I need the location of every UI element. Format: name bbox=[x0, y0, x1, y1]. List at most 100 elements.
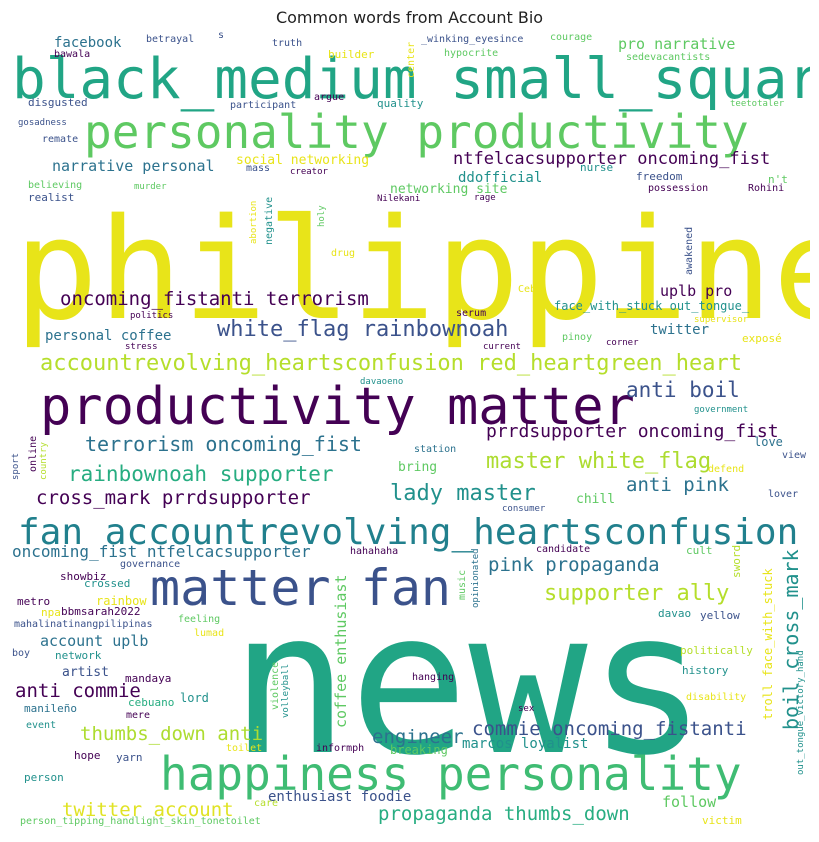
cloud-word: master white_flag bbox=[486, 449, 711, 474]
cloud-word: propaganda thumbs_down bbox=[378, 803, 630, 825]
cloud-word: music bbox=[457, 570, 468, 600]
cloud-word: possession bbox=[648, 183, 708, 194]
cloud-word: supervisor bbox=[694, 315, 749, 325]
cloud-word: happiness personality bbox=[160, 747, 742, 801]
cloud-word: breaking bbox=[390, 743, 448, 757]
cloud-word: hanging bbox=[412, 672, 454, 683]
cloud-word: black_medium small_square bbox=[12, 47, 810, 112]
cloud-word: network bbox=[55, 649, 102, 662]
cloud-word: social networking bbox=[236, 153, 369, 168]
cloud-word: fan accountrevolving_heartsconfusion bbox=[18, 512, 798, 553]
cloud-word: coffee enthusiast bbox=[332, 574, 350, 728]
cloud-word: anti pink bbox=[626, 474, 730, 496]
cloud-word: prrdsupporter oncoming_fist bbox=[486, 421, 779, 442]
cloud-word: governance bbox=[120, 559, 180, 570]
cloud-word: quality bbox=[377, 97, 424, 110]
cloud-word: crossed bbox=[84, 577, 130, 590]
cloud-word: teetotaler bbox=[730, 99, 785, 109]
cloud-word: Cebu bbox=[518, 284, 542, 295]
cloud-word: realist bbox=[28, 191, 74, 204]
cloud-word: rainbownoah supporter bbox=[68, 462, 334, 486]
cloud-word: holy bbox=[317, 205, 327, 227]
cloud-word: pro narrative bbox=[618, 35, 735, 53]
cloud-word: event bbox=[26, 720, 56, 731]
cloud-word: bring bbox=[398, 460, 437, 475]
cloud-word: cebuano bbox=[128, 696, 174, 709]
cloud-word: follow bbox=[662, 793, 717, 811]
cloud-word: yellow bbox=[700, 609, 740, 622]
cloud-word: murder bbox=[134, 182, 167, 192]
cloud-word: anti boil bbox=[626, 378, 740, 402]
cloud-word: personal coffee bbox=[45, 328, 171, 344]
cloud-word: cross_mark prrdsupporter bbox=[36, 487, 311, 509]
cloud-word: nurse bbox=[580, 161, 613, 174]
cloud-word: feeling bbox=[178, 614, 220, 625]
cloud-word: npa bbox=[41, 606, 61, 619]
cloud-word: sedevacantists bbox=[626, 52, 710, 63]
cloud-word: view bbox=[782, 450, 807, 461]
cloud-word: argue bbox=[314, 92, 344, 103]
cloud-word: thumbs_down anti bbox=[80, 723, 263, 745]
cloud-word: lord bbox=[180, 691, 209, 705]
cloud-word: stress bbox=[125, 342, 158, 352]
cloud-word: government bbox=[694, 405, 748, 415]
cloud-word: builder bbox=[328, 48, 375, 61]
cloud-word: showbiz bbox=[60, 570, 106, 583]
cloud-word: davaoeno bbox=[360, 377, 403, 387]
cloud-word: accountrevolving_heartsconfusion red_hea… bbox=[40, 351, 742, 376]
cloud-word: troll face_with_stuck bbox=[761, 568, 775, 720]
cloud-word: boy bbox=[12, 648, 30, 659]
cloud-word: creator bbox=[290, 167, 329, 177]
cloud-word: disgusted bbox=[28, 96, 88, 109]
cloud-word: narrative personal bbox=[52, 157, 215, 175]
cloud-word: Rohini bbox=[748, 183, 784, 194]
cloud-word: opinionated bbox=[471, 548, 481, 608]
cloud-word: engineer bbox=[372, 726, 464, 748]
cloud-word: davao bbox=[658, 607, 691, 620]
cloud-word: personality productivity bbox=[84, 105, 749, 159]
cloud-word: toilet bbox=[226, 743, 262, 754]
cloud-word: news bbox=[230, 568, 707, 799]
cloud-word: philippine bbox=[14, 189, 810, 352]
cloud-word: courage bbox=[550, 32, 592, 43]
cloud-word: networking site bbox=[390, 182, 508, 197]
cloud-word: Nilekani bbox=[377, 194, 420, 204]
cloud-word: rainbow bbox=[96, 594, 147, 608]
cloud-word: believing bbox=[28, 180, 82, 191]
cloud-word: politically bbox=[680, 644, 753, 657]
cloud-word: facebook bbox=[54, 35, 122, 51]
cloud-word: commie oncoming_fistanti bbox=[472, 718, 747, 740]
cloud-word: sword bbox=[730, 545, 743, 578]
cloud-word: artist bbox=[62, 665, 109, 680]
cloud-word: hahahaha bbox=[350, 546, 398, 557]
word-cloud: news philippine black_medium small_squarep… bbox=[10, 32, 810, 832]
cloud-word: mahalinatinangpilipinas bbox=[14, 619, 152, 630]
cloud-word: negative bbox=[264, 197, 275, 245]
cloud-word: oncoming_fistanti terrorism bbox=[60, 288, 369, 310]
cloud-word: out_tongue_victory_hand bbox=[796, 650, 806, 775]
cloud-word: lumad bbox=[194, 628, 224, 639]
cloud-word: _winking_eyesince bbox=[421, 34, 523, 45]
cloud-word: betrayal bbox=[146, 34, 194, 45]
cloud-word: center bbox=[406, 42, 417, 78]
cloud-word: history bbox=[682, 664, 729, 677]
cloud-word: gosadness bbox=[18, 118, 67, 128]
cloud-word: sex bbox=[518, 704, 535, 714]
cloud-word: violence bbox=[270, 662, 281, 710]
cloud-word: consumer bbox=[502, 504, 546, 514]
cloud-word: mere bbox=[126, 710, 150, 721]
cloud-word: twitter account bbox=[62, 799, 234, 821]
cloud-word: informph bbox=[316, 743, 364, 754]
cloud-word: anti commie bbox=[15, 680, 141, 702]
cloud-word: mandaya bbox=[125, 672, 171, 685]
cloud-word: lady master bbox=[390, 481, 536, 506]
cloud-word: cult bbox=[686, 544, 713, 557]
cloud-word: serum bbox=[456, 308, 486, 319]
cloud-word: white_flag rainbownoah bbox=[217, 317, 508, 342]
cloud-word: rage bbox=[474, 193, 496, 203]
cloud-word: s bbox=[218, 32, 224, 41]
cloud-word: participant bbox=[230, 100, 296, 111]
cloud-word: matter fan bbox=[150, 559, 451, 617]
cloud-word: enthusiast foodie bbox=[268, 789, 411, 805]
chart-title: Common words from Account Bio bbox=[275, 8, 544, 27]
